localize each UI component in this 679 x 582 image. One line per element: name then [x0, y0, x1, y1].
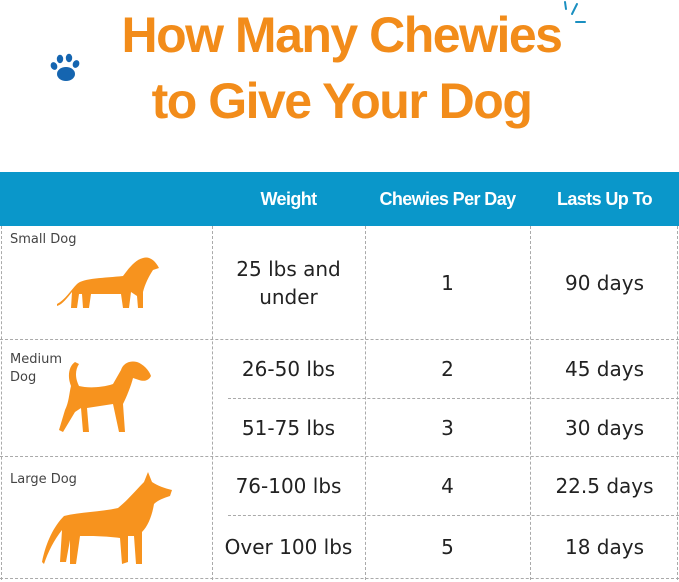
size-label-medium: Medium Dog: [10, 352, 62, 385]
title-line-1: How Many Chewies: [121, 7, 564, 63]
header-weight: Weight: [260, 189, 317, 209]
weight-cell: 25 lbs and under: [236, 256, 341, 309]
grid-line: [212, 226, 213, 580]
lasts-cell: 22.5 days: [555, 474, 654, 498]
table-header: Weight Chewies Per Day Lasts Up To: [0, 172, 679, 226]
sparkle-icon: [564, 1, 586, 23]
grid-line: [228, 398, 679, 399]
chewies-cell: 1: [441, 270, 454, 295]
grid-line: [0, 339, 679, 340]
weight-cell: Over 100 lbs: [224, 535, 353, 559]
chewies-cell: 4: [441, 474, 454, 498]
header-chewies-per-day: Chewies Per Day: [379, 189, 516, 209]
lasts-cell: 45 days: [564, 357, 644, 381]
grid-line: [677, 226, 678, 580]
size-label-small: Small Dog: [10, 232, 77, 247]
weight-cell: 76-100 lbs: [235, 474, 342, 498]
chewies-cell: 2: [441, 357, 454, 381]
header-lasts-up-to: Lasts Up To: [556, 189, 653, 209]
chewies-cell: 5: [441, 535, 454, 559]
grid-line: [365, 226, 366, 580]
lasts-cell: 30 days: [564, 415, 644, 440]
large-dog-icon: [42, 472, 172, 564]
chewies-cell: 3: [441, 415, 454, 440]
grid-line: [0, 456, 679, 457]
grid-line: [0, 578, 679, 579]
title-line-2: to Give Your Dog: [151, 73, 533, 129]
size-label-large: Large Dog: [10, 472, 77, 487]
paw-icon: [50, 53, 80, 81]
weight-cell: 26-50 lbs: [241, 357, 336, 381]
grid-line: [228, 515, 679, 516]
lasts-cell: 18 days: [564, 535, 644, 559]
lasts-cell: 90 days: [564, 270, 644, 295]
grid-line: [1, 226, 2, 580]
grid-line: [530, 226, 531, 580]
small-dog-icon: [57, 257, 159, 308]
weight-cell: 51-75 lbs: [241, 415, 336, 440]
medium-dog-icon: [59, 361, 151, 432]
